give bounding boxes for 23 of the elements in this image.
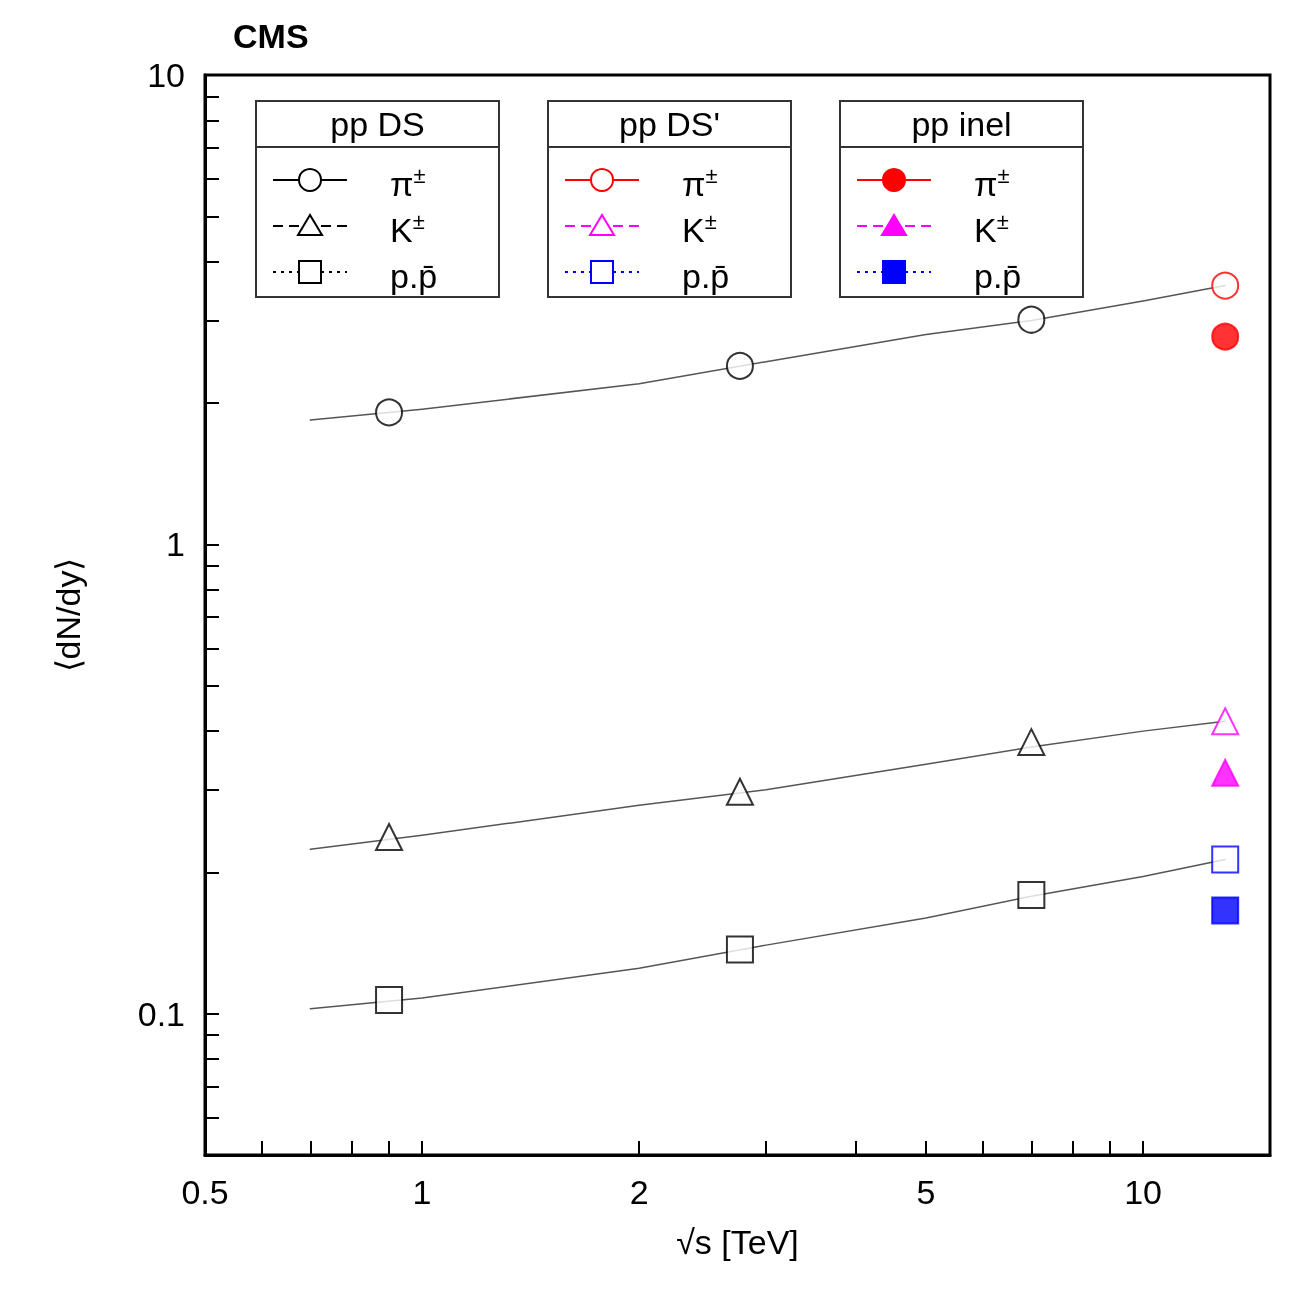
legend-label: K± (390, 208, 425, 249)
legend-label: K± (682, 208, 717, 249)
y-tick-label: 1 (166, 525, 185, 564)
x-tick-label: 0.5 (181, 1173, 229, 1211)
x-tick-label: 10 (1124, 1173, 1162, 1211)
annotation: pp DS (330, 105, 425, 143)
x-axis-title: √s [TeV] (676, 1223, 799, 1261)
annotation: pp inel (911, 105, 1012, 143)
legend-label: p.p̄ (974, 257, 1022, 295)
legend-label: π± (682, 162, 718, 203)
annotation: pp DS' (619, 105, 720, 143)
legend-label: p.p̄ (390, 257, 438, 295)
x-tick-label: 2 (629, 1173, 649, 1211)
legend-label: K± (974, 208, 1009, 249)
legend-label: p.p̄ (682, 257, 730, 295)
y-axis-title: ⟨dN/dy⟩ (49, 557, 87, 673)
y-tick-label: 10 (147, 56, 185, 94)
legend-label: π± (390, 162, 426, 203)
legend-label: π± (974, 162, 1010, 203)
x-tick-label: 1 (412, 1173, 432, 1211)
chart-title: CMS (233, 17, 309, 55)
x-tick-label: 5 (916, 1173, 936, 1211)
y-tick-label: 0.1 (137, 994, 185, 1033)
